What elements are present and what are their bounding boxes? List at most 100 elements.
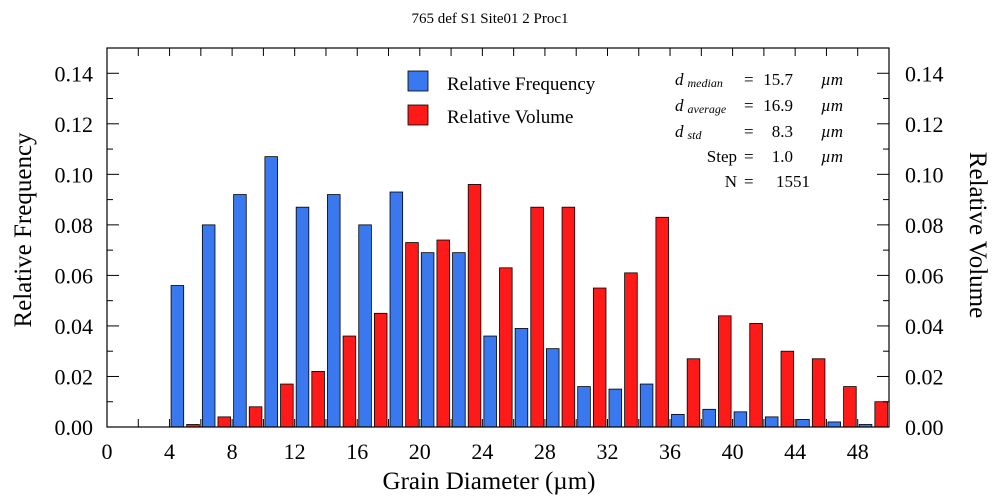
bar-volume-18 <box>405 242 419 428</box>
bar-volume-32 <box>624 272 638 428</box>
bar-volume-48 <box>874 401 888 428</box>
x-tick-label: 0 <box>102 439 113 464</box>
plot-frame <box>106 47 890 428</box>
y-tick-label-left: 0.08 <box>55 213 94 238</box>
x-axis-title: Grain Diameter (µm) <box>383 468 596 495</box>
bar-volume-38 <box>718 315 732 428</box>
y-tick-label-left: 0.04 <box>55 314 94 339</box>
y-tick-label-left: 0.12 <box>55 112 94 137</box>
bar-volume-42 <box>780 350 795 428</box>
bar-frequency-4 <box>170 285 185 428</box>
stat-std-value: 8.3 <box>772 122 793 141</box>
bar-frequency-34 <box>639 383 654 428</box>
x-tick-label: 40 <box>722 439 744 464</box>
y-tick-label-right: 0.08 <box>905 213 944 238</box>
bar-volume-22 <box>467 184 482 428</box>
x-tick-label: 32 <box>596 439 618 464</box>
bar-frequency-38 <box>702 408 716 428</box>
y-tick-label-left: 0.00 <box>55 415 94 440</box>
bar-frequency-16 <box>358 224 372 428</box>
stat-average-equals: = <box>744 96 754 115</box>
legend-swatch-volume <box>407 104 429 126</box>
bar-frequency-6 <box>201 224 216 428</box>
y-axis-title-left: Relative Frequency <box>10 132 37 328</box>
y-tick-label-right: 0.12 <box>905 112 944 137</box>
bar-volume-6 <box>217 416 232 428</box>
bar-volume-24 <box>499 267 513 428</box>
bar-volume-40 <box>749 323 763 428</box>
x-tick-label: 44 <box>784 439 806 464</box>
bar-frequency-28 <box>546 348 560 428</box>
stat-median-value: 15.7 <box>763 70 793 89</box>
stat-step-unit: µm <box>821 147 843 166</box>
stat-n-equals: = <box>744 172 754 191</box>
y-tick-label-left: 0.02 <box>55 364 94 389</box>
bar-frequency-14 <box>327 194 341 428</box>
x-tick-label: 24 <box>471 439 493 464</box>
bar-frequency-44 <box>796 419 810 428</box>
bar-frequency-26 <box>514 328 529 428</box>
bar-frequency-22 <box>452 252 466 428</box>
bar-frequency-12 <box>295 206 310 428</box>
stat-average-unit: µm <box>821 96 843 115</box>
x-tick-label: 16 <box>346 439 368 464</box>
stat-n-label: N <box>725 172 737 191</box>
bar-frequency-24 <box>483 335 497 428</box>
stat-step-label: Step <box>707 147 737 166</box>
stat-average-value: 16.9 <box>763 96 793 115</box>
bar-frequency-46 <box>827 421 841 428</box>
legend-label-volume: Relative Volume <box>447 107 573 128</box>
bar-volume-20 <box>436 239 450 428</box>
y-tick-label-right: 0.00 <box>905 415 944 440</box>
legend-label-frequency: Relative Frequency <box>447 74 596 95</box>
stat-average-label: d average <box>675 96 727 116</box>
stats-box: d median = 15.7 µm d average = 16.9 µm d st… <box>675 70 843 191</box>
bar-frequency-20 <box>420 252 435 428</box>
bar-frequency-18 <box>389 191 404 428</box>
relative-frequency-bars <box>170 156 873 428</box>
y-tick-label-right: 0.06 <box>905 263 944 288</box>
y-axis-title-right: Relative Volume <box>964 152 991 318</box>
stat-n-value: 1551 <box>776 172 810 191</box>
bar-volume-10 <box>280 383 294 428</box>
bar-frequency-30 <box>577 386 591 428</box>
x-tick-label: 28 <box>534 439 556 464</box>
bar-frequency-32 <box>608 388 623 428</box>
stat-median-label: d median <box>675 70 723 90</box>
y-tick-label-right: 0.02 <box>905 364 944 389</box>
bar-volume-8 <box>248 406 263 428</box>
y-tick-label-right: 0.10 <box>905 162 944 187</box>
x-tick-label: 36 <box>659 439 681 464</box>
stat-std-equals: = <box>744 122 754 141</box>
y-tick-label-left: 0.14 <box>55 61 94 86</box>
bar-volume-30 <box>592 287 607 428</box>
bar-volume-12 <box>311 371 325 428</box>
x-tick-label: 4 <box>164 439 175 464</box>
legend-swatch-frequency <box>407 70 429 92</box>
bar-volume-36 <box>686 358 701 428</box>
chart-title: 765 def S1 Site01 2 Proc1 <box>411 11 568 27</box>
stat-std-label: d std <box>675 122 703 142</box>
y-tick-label-right: 0.04 <box>905 314 944 339</box>
bar-frequency-42 <box>764 416 779 428</box>
x-tick-label: 8 <box>227 439 238 464</box>
bar-volume-26 <box>530 206 544 428</box>
bar-frequency-40 <box>733 411 748 428</box>
bar-volume-14 <box>342 335 357 428</box>
bar-volume-44 <box>811 358 826 428</box>
stat-step-equals: = <box>744 147 754 166</box>
bar-volume-34 <box>655 216 669 428</box>
x-tick-label: 48 <box>847 439 869 464</box>
axis-ticks: 0 4 8 12 16 20 24 28 32 36 40 44 480.00 0.000.02 0.020… <box>55 47 944 464</box>
legend: Relative Frequency Relative Volume <box>407 70 596 128</box>
bar-volume-16 <box>373 312 388 428</box>
bar-frequency-10 <box>264 156 278 428</box>
bar-frequency-36 <box>671 413 685 428</box>
x-tick-label: 20 <box>409 439 431 464</box>
x-tick-label: 12 <box>284 439 306 464</box>
bar-volume-46 <box>843 386 857 428</box>
bar-volume-28 <box>561 206 576 428</box>
stat-step-value: 1.0 <box>772 147 793 166</box>
y-tick-label-left: 0.06 <box>55 263 94 288</box>
stat-std-unit: µm <box>821 122 843 141</box>
